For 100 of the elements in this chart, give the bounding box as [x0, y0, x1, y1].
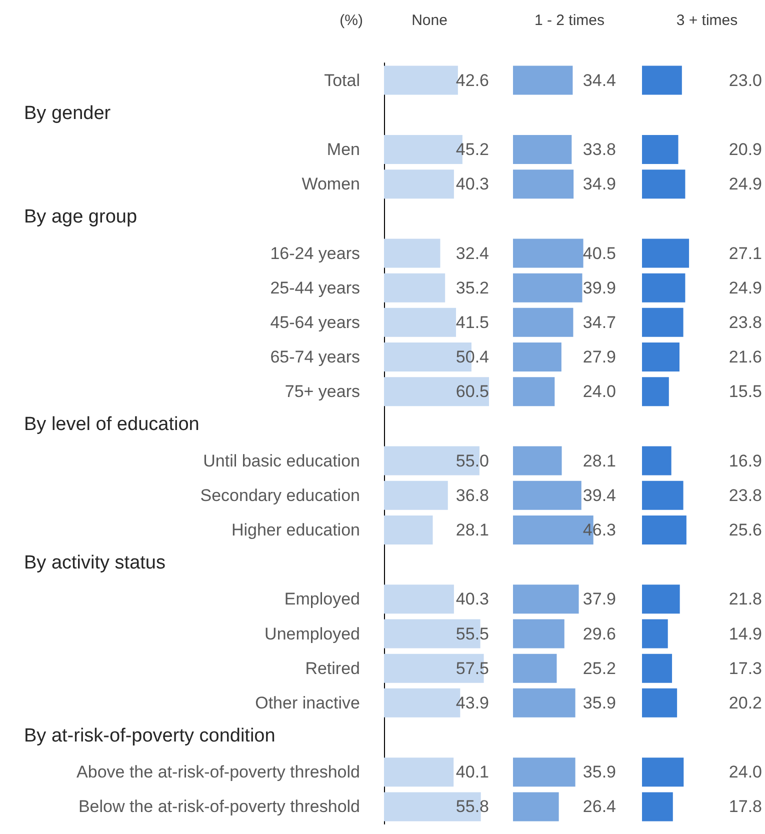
bar: [513, 584, 579, 614]
bar: [513, 377, 555, 406]
bar: [384, 377, 489, 406]
bar: [513, 238, 584, 268]
data-label: 35.9: [582, 693, 616, 712]
data-label: 40.1: [456, 762, 489, 782]
y-tick-label: Secondary education: [200, 486, 360, 505]
data-label: 27.9: [582, 348, 616, 367]
bar: [642, 584, 680, 614]
data-label: 42.6: [456, 70, 489, 90]
data-label: 28.1: [582, 451, 616, 470]
data-label: 34.7: [582, 312, 616, 332]
data-label: 26.4: [582, 797, 616, 816]
data-label: 50.4: [456, 348, 489, 367]
text: By activity status: [24, 552, 166, 574]
bar: [642, 480, 684, 510]
bar: [513, 342, 562, 372]
bar: [642, 273, 686, 302]
bar: [642, 446, 672, 476]
bar: [513, 66, 573, 95]
data-label: 34.4: [582, 70, 616, 90]
bar: [642, 170, 686, 199]
data-label: 36.8: [456, 486, 489, 505]
bar: [642, 619, 668, 648]
bar: [384, 238, 440, 268]
data-label: 60.5: [456, 382, 489, 402]
data-label: 34.9: [582, 174, 616, 194]
chart-title: 3 + times: [676, 12, 738, 29]
data-label: 21.6: [728, 348, 762, 367]
bar: [384, 66, 458, 95]
bar: [513, 308, 574, 337]
data-label: 16.9: [728, 451, 762, 470]
bar: [513, 688, 576, 718]
data-label: 25.2: [582, 658, 616, 678]
y-tick-label: 25-44 years: [270, 278, 360, 298]
data-label: 45.2: [456, 140, 489, 159]
data-label: 23.8: [728, 312, 762, 332]
y-tick-label: 16-24 years: [270, 244, 360, 263]
data-label: 39.4: [582, 486, 616, 505]
data-label: 37.9: [582, 590, 616, 609]
bar: [384, 170, 454, 199]
data-label: 35.9: [582, 762, 616, 782]
bar: [513, 792, 559, 822]
data-label: 55.0: [456, 451, 489, 470]
data-label: 23.8: [728, 486, 762, 505]
data-label: 57.5: [456, 658, 489, 678]
bar: [384, 480, 448, 510]
text: By at-risk-of-poverty condition: [24, 726, 276, 747]
bar: [384, 758, 454, 787]
bar: [513, 273, 582, 302]
y-tick-label: Women: [302, 174, 360, 194]
data-label: 43.9: [456, 693, 489, 712]
data-label: 17.8: [728, 797, 762, 816]
data-label: 29.6: [582, 624, 616, 644]
bar: [384, 308, 456, 337]
bar: [642, 758, 684, 787]
bar: [513, 446, 562, 476]
data-label: 35.2: [456, 278, 489, 298]
y-tick-label: Unemployed: [264, 624, 360, 644]
y-tick-label: Total: [324, 70, 360, 90]
bar: [384, 273, 446, 302]
data-label: 24.0: [582, 382, 616, 402]
text: By gender: [24, 102, 112, 124]
data-label: 21.8: [728, 590, 762, 609]
y-tick-label: Higher education: [231, 520, 360, 540]
data-label: 24.9: [728, 174, 762, 194]
data-label: 33.8: [582, 140, 616, 159]
data-label: 24.0: [728, 762, 762, 782]
bar: [513, 480, 582, 510]
y-axis-title: (%): [340, 12, 364, 29]
data-label: 39.9: [582, 278, 616, 298]
data-label: 32.4: [456, 244, 489, 263]
data-label: 20.2: [728, 693, 762, 712]
bar: [384, 584, 454, 614]
data-label: 40.3: [456, 174, 489, 194]
y-tick-label: Other inactive: [255, 693, 360, 712]
data-label: 27.1: [728, 244, 762, 263]
y-tick-label: 65-74 years: [270, 348, 360, 367]
bar: [642, 66, 682, 95]
y-tick-label: 45-64 years: [270, 312, 360, 332]
bar: [513, 654, 557, 683]
bar: [642, 308, 684, 337]
bar: [513, 619, 564, 648]
y-tick-label: Men: [326, 140, 360, 159]
y-tick-label: Employed: [284, 590, 360, 609]
data-label: 40.5: [582, 244, 616, 263]
bar: [642, 377, 669, 406]
bar: [642, 688, 678, 718]
bar: [513, 134, 572, 164]
data-label: 24.9: [728, 278, 762, 298]
y-tick-label: Until basic education: [203, 451, 360, 470]
chart-title: None: [412, 12, 448, 29]
data-label: 14.9: [728, 624, 762, 644]
data-label: 55.5: [456, 624, 489, 644]
bar: [513, 758, 576, 787]
bar: [642, 515, 686, 544]
data-label: 40.3: [456, 590, 489, 609]
bar: [642, 654, 672, 683]
text: By level of education: [24, 414, 200, 436]
y-tick-label: 75+ years: [284, 382, 360, 402]
